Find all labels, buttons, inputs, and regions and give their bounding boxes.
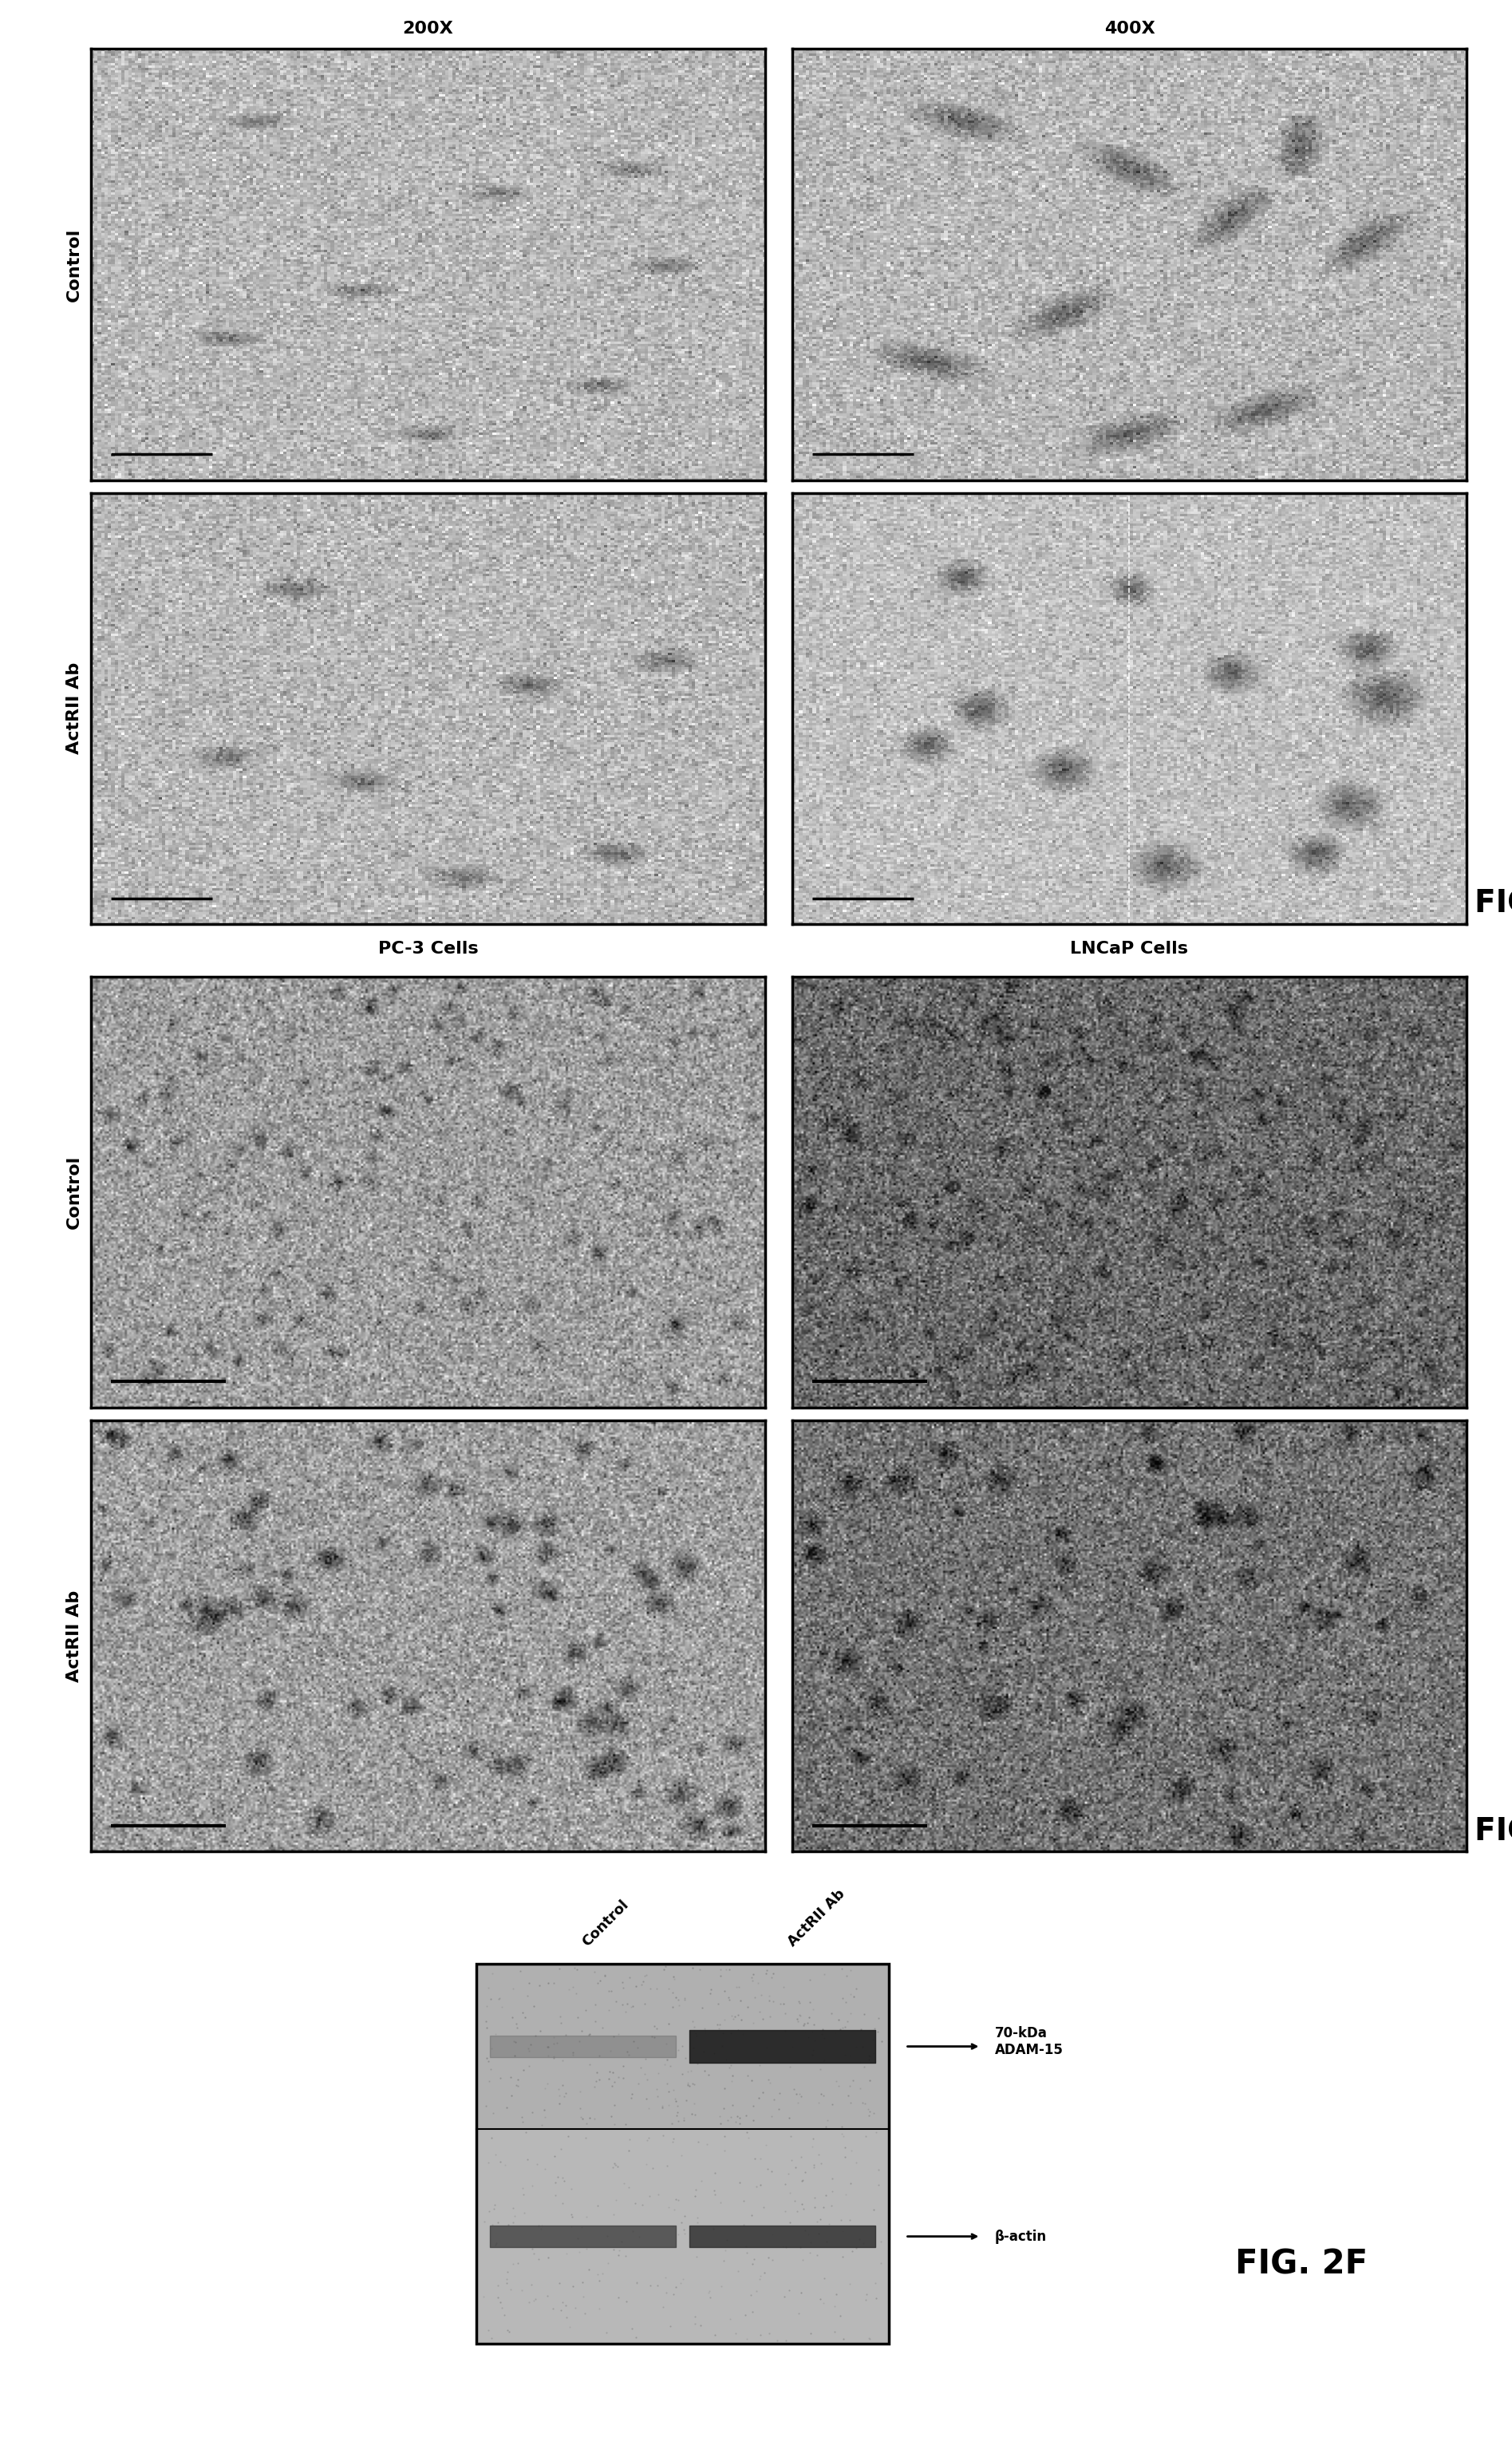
Text: 200X: 200X	[402, 20, 454, 37]
Y-axis label: Control: Control	[67, 1155, 82, 1229]
Text: FIG. 2D: FIG. 2D	[1474, 888, 1512, 920]
Bar	[476, 1965, 889, 2129]
Text: 400X: 400X	[1104, 20, 1155, 37]
Text: β-actin: β-actin	[995, 2230, 1046, 2244]
Y-axis label: Control: Control	[67, 228, 82, 302]
Bar	[476, 2129, 889, 2345]
Y-axis label: ActRII Ab: ActRII Ab	[67, 1590, 82, 1683]
Text: Control: Control	[579, 1896, 631, 1950]
Text: FIG. 2F: FIG. 2F	[1235, 2247, 1368, 2281]
Bar	[476, 1965, 889, 2345]
Text: FIG. 2E: FIG. 2E	[1474, 1815, 1512, 1847]
Text: PC-3 Cells: PC-3 Cells	[378, 942, 478, 957]
Text: 70-kDa
ADAM-15: 70-kDa ADAM-15	[995, 2026, 1063, 2058]
Y-axis label: ActRII Ab: ActRII Ab	[67, 662, 82, 756]
Text: LNCaP Cells: LNCaP Cells	[1070, 942, 1188, 957]
Text: ActRII Ab: ActRII Ab	[786, 1886, 848, 1950]
